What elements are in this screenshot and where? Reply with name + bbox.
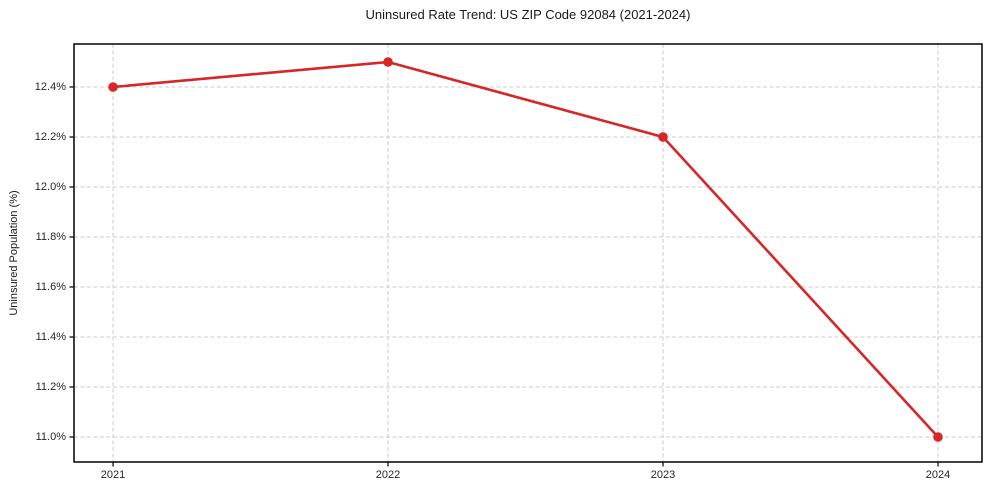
y-tick-label: 11.4%: [35, 331, 66, 343]
trend-line: [111, 60, 940, 439]
data-point-marker: [658, 132, 668, 142]
x-tick-label: 2023: [650, 469, 676, 481]
y-tick-label: 12.0%: [34, 181, 66, 193]
data-point-marker: [108, 82, 118, 92]
x-tick-label: 2024: [925, 469, 951, 481]
y-tick-label: 11.2%: [35, 381, 66, 393]
data-point-marker: [383, 57, 393, 67]
x-tick-label: 2021: [100, 469, 126, 481]
axis-frame: [73, 43, 983, 463]
y-tick-label: 11.8%: [35, 231, 66, 243]
data-point-marker: [933, 432, 943, 442]
y-tick-label: 12.2%: [34, 131, 66, 143]
chart-title: Uninsured Rate Trend: US ZIP Code 92084 …: [365, 7, 691, 22]
y-tick-label: 11.0%: [35, 431, 66, 443]
y-tick-label: 12.4%: [34, 81, 66, 93]
y-tick-label: 11.6%: [35, 281, 66, 293]
x-tick-label: 2022: [375, 469, 401, 481]
